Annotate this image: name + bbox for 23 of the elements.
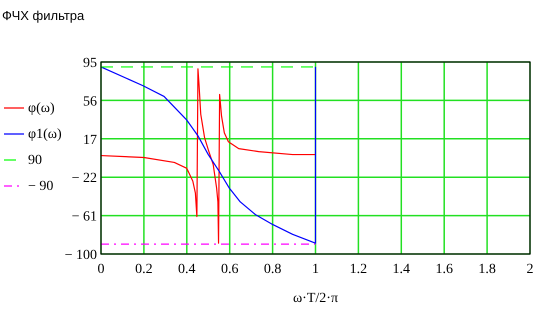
legend-label: φ1(ω) bbox=[28, 127, 62, 142]
chart-title: ФЧХ фильтра bbox=[2, 8, 86, 23]
y-tick-label: − 61 bbox=[72, 210, 97, 225]
x-tick-label: 1.8 bbox=[478, 262, 496, 277]
y-tick-label: − 22 bbox=[72, 171, 97, 186]
x-axis-title: ω·T/2·π bbox=[292, 291, 338, 306]
y-tick-label: 17 bbox=[83, 132, 97, 148]
x-tick-label: 0.6 bbox=[220, 262, 238, 277]
x-tick-label: 0.8 bbox=[264, 262, 282, 277]
legend-label: 90 bbox=[28, 153, 42, 168]
x-tick-label: 1.2 bbox=[350, 262, 368, 277]
y-tick-label: 95 bbox=[83, 56, 97, 71]
x-tick-label: 1.4 bbox=[392, 262, 410, 277]
x-tick-label: 1 bbox=[312, 262, 319, 277]
x-tick-label: 0 bbox=[98, 262, 104, 277]
legend-label: φ(ω) bbox=[28, 101, 55, 116]
y-tick-label: − 100 bbox=[64, 248, 97, 263]
x-tick-label: 1.6 bbox=[435, 262, 453, 277]
x-tick-label: 2 bbox=[526, 262, 534, 277]
x-tick-label: 0.2 bbox=[135, 262, 153, 277]
legend-label: − 90 bbox=[28, 179, 54, 194]
x-tick-label: 0.4 bbox=[178, 262, 196, 277]
y-tick-label: 56 bbox=[83, 94, 97, 110]
